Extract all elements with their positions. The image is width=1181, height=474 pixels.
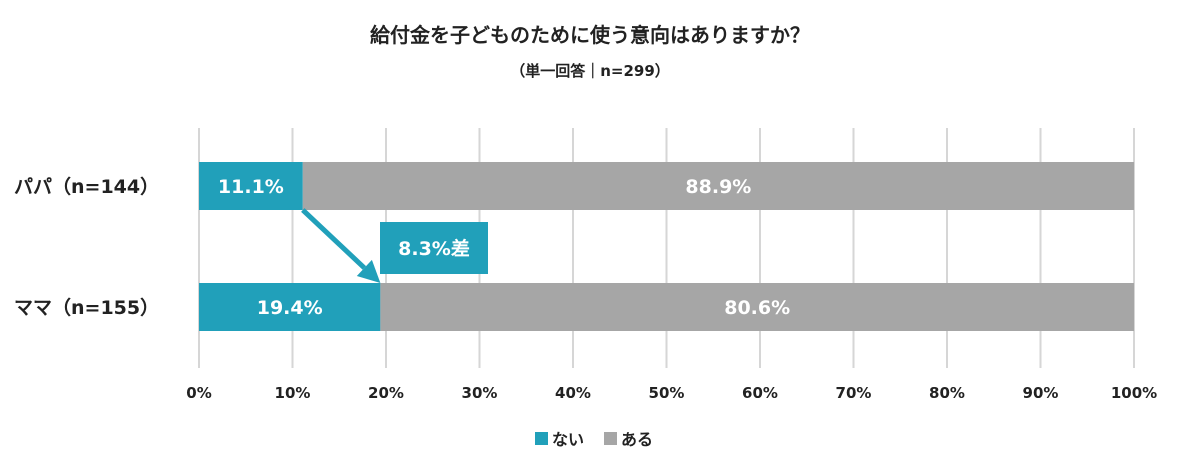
x-tick-label: 10% [275, 384, 311, 402]
x-tick-label: 80% [929, 384, 965, 402]
data-label: 80.6% [724, 297, 790, 319]
legend-label: ある [621, 430, 653, 449]
data-label: 88.9% [685, 176, 751, 198]
category-label: パパ（n=144） [14, 175, 159, 198]
category-label: ママ（n=155） [14, 296, 159, 319]
legend: ない ある [535, 430, 653, 449]
x-tick-label: 20% [368, 384, 404, 402]
x-tick-label: 30% [462, 384, 498, 402]
x-tick-label: 0% [186, 384, 211, 402]
bar-segment [199, 283, 381, 331]
difference-label: 8.3%差 [398, 237, 470, 260]
bar-segment [199, 162, 303, 210]
data-label: 19.4% [257, 297, 323, 319]
bars: 11.1% 88.9% 19.4% 80.6% [199, 162, 1134, 331]
x-tick-labels: 0% 10% 20% 30% 40% 50% 60% 70% 80% 90% 100% [186, 384, 1157, 402]
legend-label: ない [552, 430, 584, 449]
x-tick-label: 90% [1023, 384, 1059, 402]
x-tick-label: 70% [836, 384, 872, 402]
legend-swatch [604, 432, 617, 445]
legend-swatch [535, 432, 548, 445]
x-tick-label: 50% [649, 384, 685, 402]
data-label: 11.1% [218, 176, 284, 198]
bar-segment [302, 162, 1134, 210]
bar-segment [380, 283, 1134, 331]
chart-title: 給付金を子どものために使う意向はありますか？ [370, 23, 810, 47]
category-labels: パパ（n=144） ママ（n=155） [14, 175, 159, 319]
difference-arrow-shaft [301, 208, 367, 270]
difference-annotation: 8.3%差 [301, 208, 488, 283]
x-tick-label: 40% [555, 384, 591, 402]
chart-subtitle: （単一回答｜n=299） [510, 62, 670, 80]
difference-arrow-head [356, 259, 381, 283]
difference-box [380, 222, 488, 274]
x-tick-label: 60% [742, 384, 778, 402]
x-tick-label: 100% [1111, 384, 1157, 402]
